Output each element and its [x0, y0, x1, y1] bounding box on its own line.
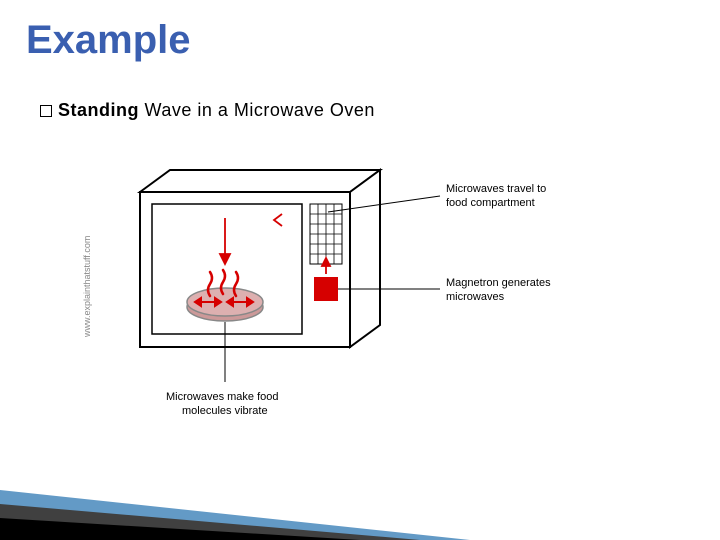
slide: Example Standing Wave in a Microwave Ove… — [0, 0, 720, 540]
microwave-diagram: www.explainthatstuff.com — [70, 162, 630, 432]
magnetron-icon — [314, 277, 338, 301]
corner-decor — [0, 420, 720, 540]
annot-bottom-l1: Microwaves make food — [166, 391, 279, 403]
microwave-box — [140, 170, 380, 347]
annot-mid-l1: Magnetron generates — [446, 277, 551, 289]
annot-top-l2: food compartment — [446, 197, 535, 209]
bullet-rest: Wave in a Microwave Oven — [139, 100, 375, 120]
bullet-text: Standing Wave in a Microwave Oven — [58, 100, 375, 121]
bullet-box-icon — [40, 105, 52, 117]
bullet-bold: Standing — [58, 100, 139, 120]
annot-bottom-l2: molecules vibrate — [182, 405, 268, 417]
credit-text: www.explainthatstuff.com — [82, 236, 92, 338]
bullet-row: Standing Wave in a Microwave Oven — [40, 100, 375, 121]
annot-top-l1: Microwaves travel to — [446, 183, 546, 195]
page-title: Example — [26, 18, 191, 63]
annot-mid-l2: microwaves — [446, 291, 505, 303]
